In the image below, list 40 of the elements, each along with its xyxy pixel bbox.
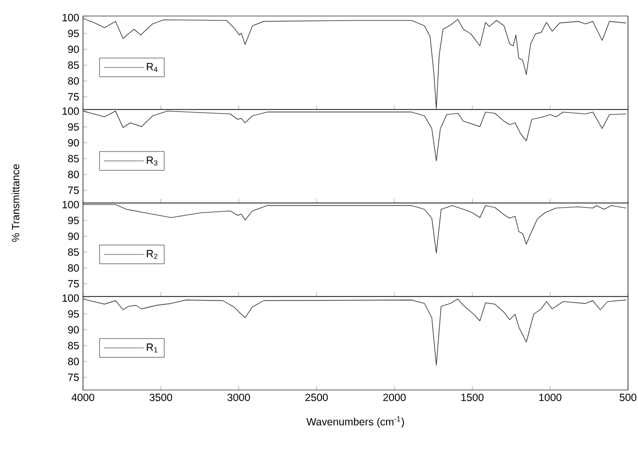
- y-axis-title: % Transmittance: [12, 164, 20, 242]
- y-tick-label: 75: [68, 93, 79, 100]
- y-tick-label: 85: [68, 342, 79, 350]
- y-tick-label: 80: [68, 358, 79, 366]
- y-tick-label: 100: [62, 294, 79, 302]
- y-tick-label: 90: [68, 139, 79, 146]
- x-tick-label: 3500: [150, 394, 172, 402]
- x-tick-label: 500: [620, 394, 636, 402]
- y-tick-label: 80: [68, 77, 79, 85]
- y-tick-label: 95: [68, 123, 79, 131]
- line-series: [82, 298, 626, 366]
- y-tick-label: 75: [68, 186, 79, 194]
- y-tick-label: 85: [68, 154, 79, 162]
- y-tick-label: 100: [62, 107, 79, 115]
- legend-label: R$_{2}$: [146, 250, 158, 259]
- legend-label: R$_{3}$: [146, 156, 158, 166]
- y-tick-label: 95: [68, 30, 79, 38]
- y-tick-label: 90: [68, 46, 79, 53]
- y-tick-label: 80: [68, 264, 79, 272]
- y-tick-label: 90: [68, 232, 79, 240]
- y-tick-label: 95: [68, 310, 79, 318]
- line-series: [82, 18, 626, 109]
- y-tick-label: 95: [68, 216, 79, 224]
- x-axis-title: Wavenumbers (cm$^{-1}$): [306, 416, 404, 428]
- legend-label: R$_{1}$: [146, 344, 158, 352]
- x-tick-label: 2000: [383, 394, 406, 402]
- y-tick-label: 100: [62, 200, 79, 208]
- x-tick-label: 2500: [305, 394, 328, 402]
- x-tick-label: 4000: [72, 394, 94, 402]
- x-tick-label: 3000: [227, 394, 250, 402]
- y-tick-label: 75: [68, 280, 79, 288]
- legend-label: R$_{4}$: [146, 63, 158, 72]
- y-tick-label: 85: [68, 61, 79, 69]
- y-tick-label: 80: [68, 170, 79, 178]
- y-tick-label: 100: [62, 14, 79, 22]
- y-tick-label: 90: [68, 326, 79, 334]
- x-tick-label: 1000: [539, 394, 562, 402]
- y-tick-label: 85: [68, 248, 79, 256]
- y-tick-label: 75: [68, 374, 79, 381]
- x-tick-label: 1500: [461, 394, 484, 402]
